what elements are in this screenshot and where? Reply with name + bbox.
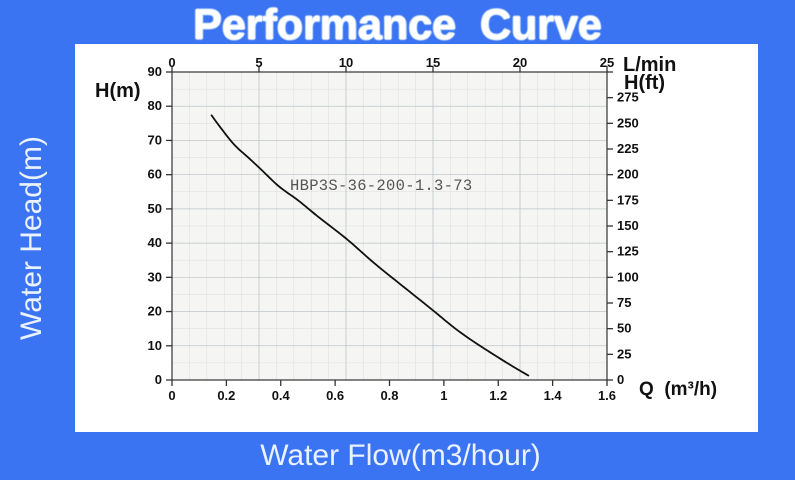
svg-text:25: 25 — [617, 346, 631, 361]
svg-text:H(ft): H(ft) — [624, 72, 665, 94]
svg-text:0: 0 — [155, 372, 162, 387]
svg-text:5: 5 — [255, 55, 262, 70]
svg-text:50: 50 — [148, 201, 162, 216]
svg-text:90: 90 — [148, 64, 162, 79]
svg-text:1.6: 1.6 — [598, 388, 616, 403]
svg-text:1.4: 1.4 — [544, 388, 563, 403]
svg-text:1: 1 — [440, 388, 447, 403]
svg-text:HBP3S-36-200-1.3-73: HBP3S-36-200-1.3-73 — [290, 177, 472, 195]
svg-text:225: 225 — [617, 141, 639, 156]
svg-text:175: 175 — [617, 192, 639, 207]
svg-text:100: 100 — [617, 269, 639, 284]
svg-text:0.8: 0.8 — [380, 388, 398, 403]
svg-text:0: 0 — [168, 388, 175, 403]
svg-text:75: 75 — [617, 295, 631, 310]
svg-text:50: 50 — [617, 321, 631, 336]
svg-text:0: 0 — [617, 372, 624, 387]
svg-text:60: 60 — [148, 167, 162, 182]
svg-text:15: 15 — [426, 55, 440, 70]
svg-text:0.4: 0.4 — [272, 388, 291, 403]
svg-text:10: 10 — [148, 338, 162, 353]
svg-text:1.2: 1.2 — [489, 388, 507, 403]
svg-text:30: 30 — [148, 269, 162, 284]
svg-text:H(m): H(m) — [95, 80, 141, 102]
svg-text:80: 80 — [148, 98, 162, 113]
svg-text:0.2: 0.2 — [217, 388, 235, 403]
svg-text:0: 0 — [168, 55, 175, 70]
svg-text:200: 200 — [617, 167, 639, 182]
svg-text:40: 40 — [148, 235, 162, 250]
svg-text:70: 70 — [148, 132, 162, 147]
svg-text:Q (m³/h): Q (m³/h) — [639, 379, 717, 400]
svg-text:150: 150 — [617, 218, 639, 233]
svg-text:10: 10 — [339, 55, 353, 70]
svg-text:250: 250 — [617, 115, 639, 130]
svg-text:20: 20 — [513, 55, 527, 70]
svg-text:25: 25 — [600, 55, 614, 70]
svg-text:20: 20 — [148, 304, 162, 319]
svg-text:125: 125 — [617, 244, 639, 259]
svg-text:0.6: 0.6 — [326, 388, 344, 403]
